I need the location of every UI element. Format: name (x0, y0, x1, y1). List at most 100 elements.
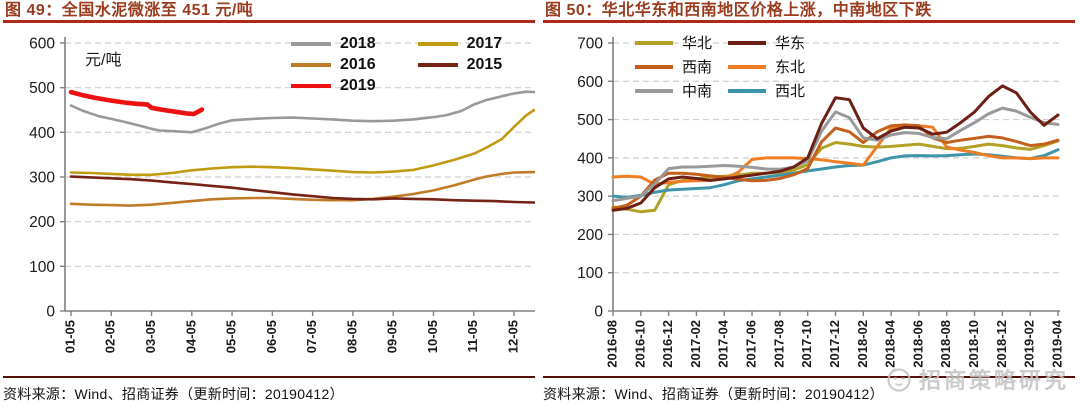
figure-49-chart-area: 0 100 200 300 400 500 600 01-05 02-05 03-05 04-05 0… (3, 23, 535, 375)
series-line-华东 (611, 84, 1060, 212)
x-tick-label: 2019-02 (1022, 320, 1037, 368)
x-tick-label: 2017-10 (799, 320, 814, 368)
figure-50-chart-area: 0 100 200 300 400 500 600 700 2016-08 2016-10 2016… (543, 23, 1075, 393)
legend-swatch-2019 (291, 84, 331, 88)
legend-item-2018: 2018 (291, 35, 376, 53)
legend-label: 2016 (340, 56, 376, 73)
x-tick-label: 07-05 (304, 320, 319, 353)
legend-item-2015: 2015 (417, 56, 503, 74)
legend-swatch-西南 (635, 64, 673, 69)
legend-label: 2018 (340, 35, 376, 52)
legend-item-中南: 中南 (635, 80, 712, 101)
legend-swatch-东北 (728, 64, 767, 69)
legend-swatch-2016 (291, 63, 331, 67)
x-tick-label: 11-05 (465, 320, 480, 353)
y-tick-label: 600 (29, 36, 55, 53)
series-line-2016 (69, 170, 535, 207)
x-tick-label: 2018-04 (883, 319, 898, 367)
legend-item-2016: 2016 (291, 56, 376, 74)
legend-label: 华东 (775, 35, 806, 52)
y-tick-label: 400 (577, 150, 603, 167)
gridlines (65, 42, 535, 267)
figure-50-title: 图 50：华北华东和西南地区价格上涨，中南地区下跌 (543, 0, 1075, 23)
legend-label: 2015 (466, 56, 503, 73)
legend-item-2017: 2017 (417, 35, 503, 53)
y-unit-label: 元/吨 (85, 51, 121, 69)
x-tick-label: 2017-02 (688, 320, 703, 368)
axes: 0 100 200 300 400 500 600 700 2016-08 2016-10 2016… (577, 36, 1064, 368)
legend-swatch-西北 (728, 88, 767, 93)
figure-49-title-text: 图 49：全国水泥微涨至 451 元/吨 (5, 2, 254, 19)
gridlines (613, 42, 1060, 274)
legend-label: 2017 (466, 35, 503, 52)
figure-50-line-chart: 0 100 200 300 400 500 600 700 2016-08 2016-10 2016… (577, 36, 1064, 368)
legend-swatch-2015 (417, 63, 458, 67)
legend-item-西北: 西北 (728, 80, 805, 101)
y-tick-label: 500 (29, 80, 55, 97)
y-tick-label: 100 (29, 259, 55, 276)
y-tick-label: 600 (577, 74, 603, 91)
x-tick-label: 2016-12 (660, 320, 675, 368)
y-tick-label: 500 (577, 112, 603, 129)
y-tick-label: 300 (29, 170, 55, 187)
legend-item-2019: 2019 (291, 77, 376, 95)
x-tick-label: 2016-08 (604, 320, 619, 368)
axes: 0 100 200 300 400 500 600 01-05 02-05 03-05 04-05 0… (29, 36, 535, 353)
y-tick-label: 200 (577, 227, 603, 244)
x-tick-label: 2017-06 (744, 320, 759, 368)
figure-49-source: 资料来源：Wind、招商证券（更新时间：20190412） (3, 376, 535, 413)
x-tick-label: 02-05 (103, 320, 118, 353)
legend-label: 中南 (682, 83, 713, 100)
x-tick-label: 01-05 (62, 320, 77, 353)
x-tick-label: 12-05 (505, 320, 520, 353)
legend-item-华东: 华东 (728, 32, 805, 53)
x-tick-label: 2019-04 (1049, 319, 1064, 367)
x-tick-label: 2017-04 (716, 319, 731, 367)
series-line-西南 (611, 123, 1060, 210)
figure-50-panel: 图 50：华北华东和西南地区价格上涨，中南地区下跌 0 100 200 300 400 5… (540, 0, 1080, 413)
series-line-2018 (69, 90, 535, 134)
y-tick-label: 700 (577, 36, 603, 53)
legend-swatch-华东 (728, 40, 767, 45)
figure-49-legend: 2018 2017 2016 2015 2019 (291, 35, 502, 95)
x-tick-label: 03-05 (143, 320, 158, 353)
x-tick-label: 2016-10 (632, 320, 647, 368)
y-tick-label: 200 (29, 214, 55, 231)
legend-item-西南: 西南 (635, 56, 712, 77)
legend-swatch-中南 (635, 88, 673, 93)
series-line-2017 (69, 108, 535, 177)
x-tick-label: 10-05 (425, 320, 440, 353)
x-tick-label: 2018-06 (910, 320, 925, 368)
legend-label: 2019 (340, 77, 376, 94)
legend-label: 西南 (682, 59, 713, 76)
legend-item-华北: 华北 (635, 32, 712, 53)
y-tick-label: 0 (46, 304, 55, 321)
y-tick-label: 400 (29, 125, 55, 142)
figure-49-panel: 图 49：全国水泥微涨至 451 元/吨 0 100 200 300 400 500 600… (3, 0, 535, 413)
legend-item-东北: 东北 (728, 56, 805, 77)
figure-49-title: 图 49：全国水泥微涨至 451 元/吨 (3, 0, 535, 23)
series-line-2019 (68, 89, 205, 117)
x-tick-label: 06-05 (264, 320, 279, 353)
y-tick-label: 300 (577, 189, 603, 206)
x-tick-label: 04-05 (183, 320, 198, 353)
series-line-2015 (69, 175, 535, 204)
x-tick-label: 09-05 (385, 320, 400, 353)
legend-label: 东北 (775, 59, 806, 76)
legend-label: 华北 (682, 35, 713, 52)
figure-50-title-text: 图 50：华北华东和西南地区价格上涨，中南地区下跌 (545, 2, 932, 19)
figure-49-line-chart: 0 100 200 300 400 500 600 01-05 02-05 03-05 04-05 0… (29, 36, 535, 353)
figure-50-source: 资料来源：Wind、招商证券（更新时间：20190412） (543, 376, 1075, 413)
series-line-东北 (611, 124, 1060, 186)
legend-swatch-华北 (635, 40, 673, 45)
x-tick-label: 2018-08 (938, 320, 953, 368)
legend-label: 西北 (775, 83, 806, 100)
x-tick-label: 2017-12 (827, 320, 842, 368)
x-tick-label: 2018-02 (855, 320, 870, 368)
x-tick-label: 2017-08 (771, 320, 786, 368)
figure-50-legend: 华北 华东西南 东北中南 西北 (635, 32, 805, 101)
x-tick-label: 2018-12 (994, 320, 1009, 368)
x-tick-label: 05-05 (224, 320, 239, 353)
y-tick-label: 100 (577, 265, 603, 282)
